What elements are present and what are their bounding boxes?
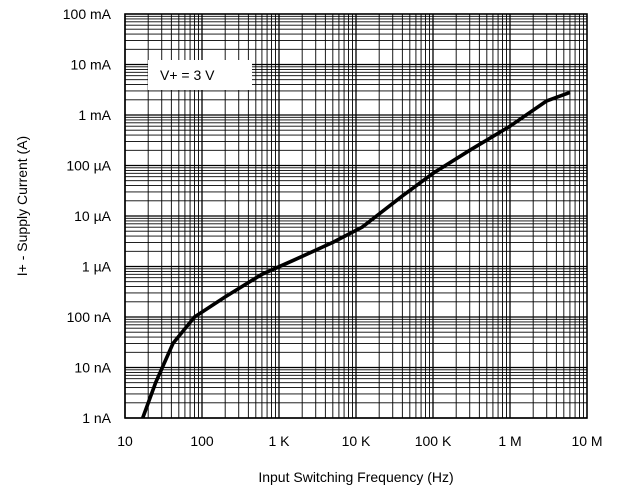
x-tick-labels: 10 100 1 K 10 K 100 K 1 M 10 M [117,433,602,449]
y-tick-label: 100 µA [66,158,111,174]
y-tick-label: 1 µA [82,259,112,275]
annotation: V+ = 3 V [148,60,252,90]
y-tick-label: 100 nA [67,309,112,325]
annotation-text: V+ = 3 V [160,67,215,83]
x-tick-label: 100 [190,433,214,449]
x-tick-label: 10 M [571,433,602,449]
y-tick-labels: 1 nA 10 nA 100 nA 1 µA 10 µA 100 µA 1 mA 10 mA 1… [63,6,112,426]
x-tick-label: 10 K [342,433,371,449]
y-tick-label: 1 mA [78,107,111,123]
series-layer [141,90,571,419]
annotation-background [148,60,252,90]
x-tick-label: 1 M [498,433,521,449]
y-axis-title: I+ - Supply Current (A) [14,136,30,276]
y-tick-label: 10 µA [74,208,112,224]
y-tick-label: 10 mA [71,57,112,73]
x-tick-label: 100 K [415,433,452,449]
plot-frame [124,13,588,419]
x-tick-label: 1 K [268,433,290,449]
y-tick-label: 10 nA [74,360,111,376]
series-line-0 [141,90,571,419]
y-tick-label: 100 mA [63,6,112,22]
x-axis-title: Input Switching Frequency (Hz) [258,469,453,485]
x-tick-label: 10 [117,433,133,449]
grid [124,14,587,419]
y-tick-label: 1 nA [82,410,111,426]
